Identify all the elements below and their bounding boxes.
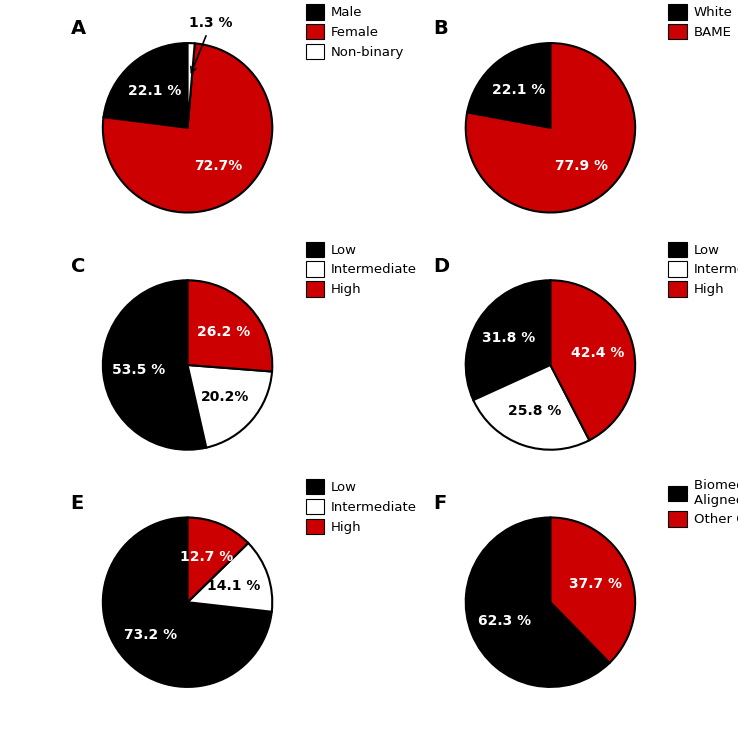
Text: E: E [71,493,84,512]
Wedge shape [103,43,272,212]
Wedge shape [473,365,590,450]
Wedge shape [187,543,272,612]
Text: 42.4 %: 42.4 % [571,346,625,361]
Text: 25.8 %: 25.8 % [508,404,561,418]
Text: B: B [433,20,448,39]
Text: C: C [71,256,85,275]
Wedge shape [551,280,635,440]
Text: 12.7 %: 12.7 % [180,550,233,564]
Text: F: F [433,493,446,512]
Text: 20.2%: 20.2% [201,390,249,404]
Legend: Low, Intermediate, High: Low, Intermediate, High [667,240,738,298]
Text: 53.5 %: 53.5 % [112,364,165,377]
Text: 26.2 %: 26.2 % [197,325,250,339]
Text: 14.1 %: 14.1 % [207,580,261,593]
Wedge shape [187,518,248,602]
Text: 73.2 %: 73.2 % [124,628,177,642]
Text: 72.7%: 72.7% [194,159,243,173]
Wedge shape [466,280,551,400]
Text: 22.1 %: 22.1 % [492,83,545,97]
Wedge shape [187,365,272,447]
Legend: Biomedical Science
Aligned Career, Other Career: Biomedical Science Aligned Career, Other… [667,477,738,528]
Wedge shape [103,280,207,450]
Legend: Low, Intermediate, High: Low, Intermediate, High [304,240,418,298]
Text: A: A [71,20,86,39]
Legend: Low, Intermediate, High: Low, Intermediate, High [304,477,418,535]
Text: 77.9 %: 77.9 % [556,158,608,172]
Text: 22.1 %: 22.1 % [128,84,182,98]
Wedge shape [103,518,272,687]
Wedge shape [103,43,187,128]
Wedge shape [187,280,272,372]
Legend: Male, Female, Non-binary: Male, Female, Non-binary [304,3,405,61]
Wedge shape [466,43,635,212]
Wedge shape [551,518,635,663]
Text: 31.8 %: 31.8 % [483,331,536,345]
Text: D: D [433,256,449,275]
Text: 1.3 %: 1.3 % [189,16,232,73]
Text: 37.7 %: 37.7 % [570,577,622,591]
Text: 62.3 %: 62.3 % [478,614,531,628]
Wedge shape [466,518,610,687]
Wedge shape [467,43,551,128]
Wedge shape [187,43,195,128]
Legend: White, BAME: White, BAME [667,3,734,41]
